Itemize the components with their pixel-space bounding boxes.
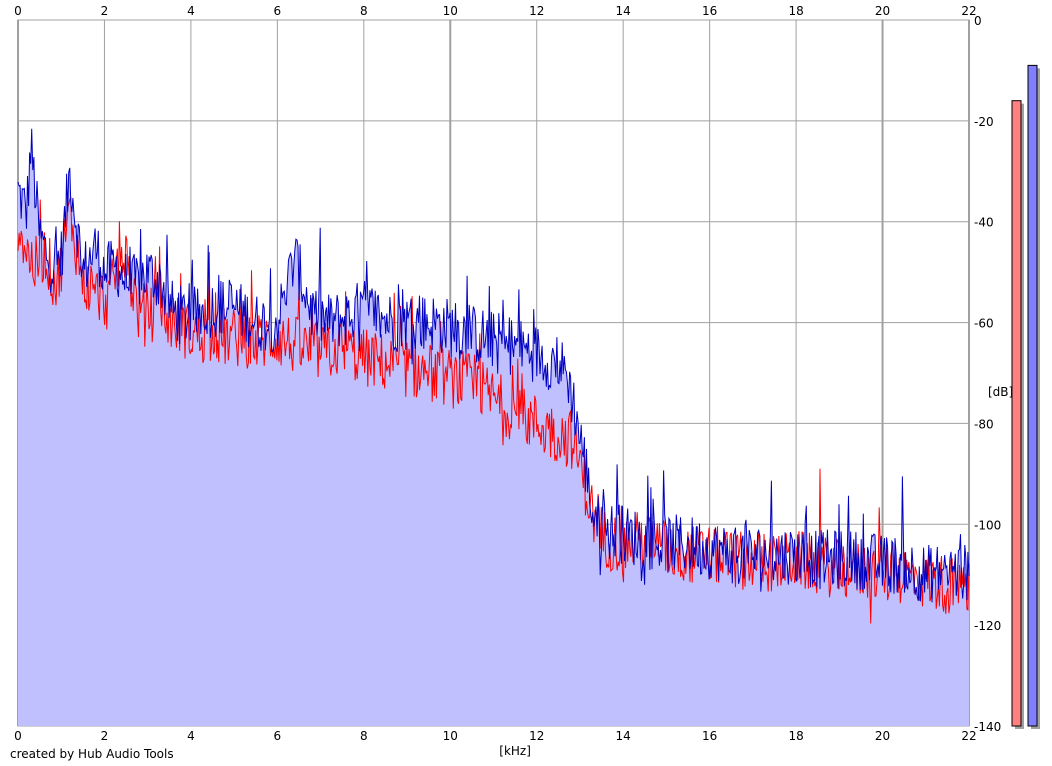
x-tick-label-bottom: 12 <box>529 729 544 743</box>
x-tick-label-top: 10 <box>443 4 458 18</box>
series-line-red <box>17 196 970 624</box>
x-tick-label-top: 16 <box>702 4 717 18</box>
x-tick-label-bottom: 10 <box>443 729 458 743</box>
x-tick-label-top: 22 <box>961 4 976 18</box>
x-tick-label-top: 18 <box>788 4 803 18</box>
x-tick-label-bottom: 22 <box>961 729 976 743</box>
series-fill-area <box>18 128 969 727</box>
series-layer <box>17 128 970 727</box>
y-tick-label: -120 <box>974 619 1001 633</box>
y-tick-label: 0 <box>974 14 982 28</box>
x-tick-label-top: 8 <box>360 4 368 18</box>
y-tick-label: -20 <box>974 115 994 129</box>
x-tick-label-bottom: 2 <box>101 729 109 743</box>
x-tick-label-bottom: 8 <box>360 729 368 743</box>
x-tick-label-bottom: 18 <box>788 729 803 743</box>
level-meter-bar <box>1027 64 1038 727</box>
x-tick-label-top: 6 <box>274 4 282 18</box>
x-tick-label-top: 4 <box>187 4 195 18</box>
y-tick-label: -80 <box>974 417 994 431</box>
x-tick-label-top: 2 <box>101 4 109 18</box>
x-tick-label-top: 20 <box>875 4 890 18</box>
x-tick-label-bottom: 0 <box>14 729 22 743</box>
x-tick-label-top: 12 <box>529 4 544 18</box>
x-tick-label-bottom: 16 <box>702 729 717 743</box>
credit-text: created by Hub Audio Tools <box>10 747 174 761</box>
x-tick-label-top: 0 <box>14 4 22 18</box>
x-tick-label-top: 14 <box>616 4 631 18</box>
level-meters <box>1011 64 1040 729</box>
x-axis-label: [kHz] <box>499 744 531 758</box>
x-tick-label-bottom: 6 <box>274 729 282 743</box>
y-tick-label: -40 <box>974 216 994 230</box>
y-tick-label: -100 <box>974 518 1001 532</box>
series-line-blue <box>17 128 970 603</box>
level-meter-bar <box>1011 100 1022 727</box>
x-tick-label-bottom: 14 <box>616 729 631 743</box>
y-tick-label: -60 <box>974 317 994 331</box>
axes: 002244668810101212141416161818202022220-… <box>14 4 1001 743</box>
y-axis-label: [dB] <box>988 385 1013 399</box>
x-tick-label-bottom: 4 <box>187 729 195 743</box>
x-tick-label-bottom: 20 <box>875 729 890 743</box>
y-tick-label: -140 <box>974 720 1001 734</box>
